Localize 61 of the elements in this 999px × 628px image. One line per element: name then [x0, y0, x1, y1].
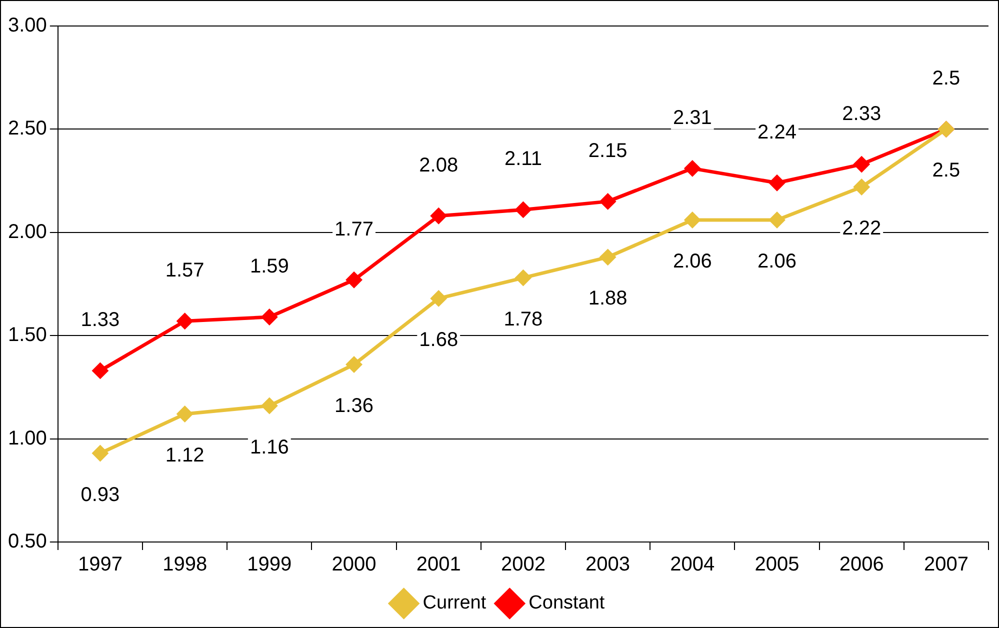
- data-label: 1.36: [334, 395, 374, 418]
- x-tick-label: 2005: [754, 554, 800, 576]
- data-label: 2.5: [932, 160, 960, 182]
- data-label: 2.11: [504, 148, 542, 170]
- point: [430, 208, 446, 224]
- data-label: 1.16: [250, 436, 289, 458]
- point: [92, 362, 108, 378]
- data-label: 1.12: [165, 444, 204, 467]
- point: [515, 202, 531, 218]
- point: [769, 212, 785, 228]
- data-label: 1.78: [504, 308, 543, 330]
- point: [262, 309, 278, 325]
- data-label: 1.59: [250, 256, 289, 278]
- y-tick-label: 1.50: [8, 324, 47, 346]
- point: [430, 290, 446, 306]
- point: [177, 406, 193, 422]
- point: [684, 160, 700, 176]
- y-tick-label: 2.00: [8, 220, 47, 243]
- data-label: 2.5: [932, 68, 960, 90]
- x-tick-label: 2002: [500, 554, 546, 576]
- data-label: 2.22: [842, 218, 882, 240]
- x-tick-label: 1998: [162, 554, 208, 576]
- y-tick-label: 3.00: [8, 14, 47, 37]
- point: [262, 398, 278, 414]
- y-tick-label: 1.00: [8, 427, 47, 450]
- legend-label: Constant: [528, 592, 606, 614]
- data-label: 1.33: [80, 309, 120, 332]
- x-tick-label: 2001: [416, 554, 461, 576]
- data-label: 2.24: [758, 121, 796, 144]
- legend-label: Current: [422, 592, 487, 614]
- point: [346, 272, 362, 288]
- data-label: 2.33: [842, 102, 882, 125]
- point: [92, 446, 108, 461]
- point: [515, 270, 531, 286]
- y-tick-label: 2.50: [8, 118, 47, 140]
- point: [346, 356, 362, 372]
- data-label: 1.77: [334, 218, 374, 240]
- x-tick-label: 2006: [839, 554, 884, 576]
- point: [854, 179, 870, 195]
- x-tick-label: 2007: [924, 554, 968, 576]
- data-label: 1.88: [588, 288, 628, 310]
- data-label: 1.57: [165, 260, 204, 282]
- data-label: 2.08: [419, 154, 458, 176]
- x-tick-label: 2004: [670, 554, 715, 576]
- point: [854, 156, 870, 172]
- point: [177, 313, 193, 329]
- point: [769, 175, 785, 191]
- x-tick-label: 1999: [247, 554, 292, 576]
- point: [600, 194, 616, 210]
- x-tick-label: 1997: [78, 554, 122, 576]
- point: [600, 249, 616, 265]
- data-label: 1.68: [419, 328, 458, 351]
- data-label: 2.06: [758, 250, 796, 273]
- point: [684, 212, 700, 228]
- x-tick-label: 2000: [332, 554, 376, 576]
- data-label: 2.31: [672, 106, 712, 129]
- data-label: 2.06: [672, 250, 712, 273]
- x-tick-label: 2003: [586, 554, 630, 576]
- y-tick-label: 0.50: [8, 530, 47, 553]
- data-label: 0.93: [80, 484, 120, 506]
- data-label: 2.15: [588, 140, 628, 162]
